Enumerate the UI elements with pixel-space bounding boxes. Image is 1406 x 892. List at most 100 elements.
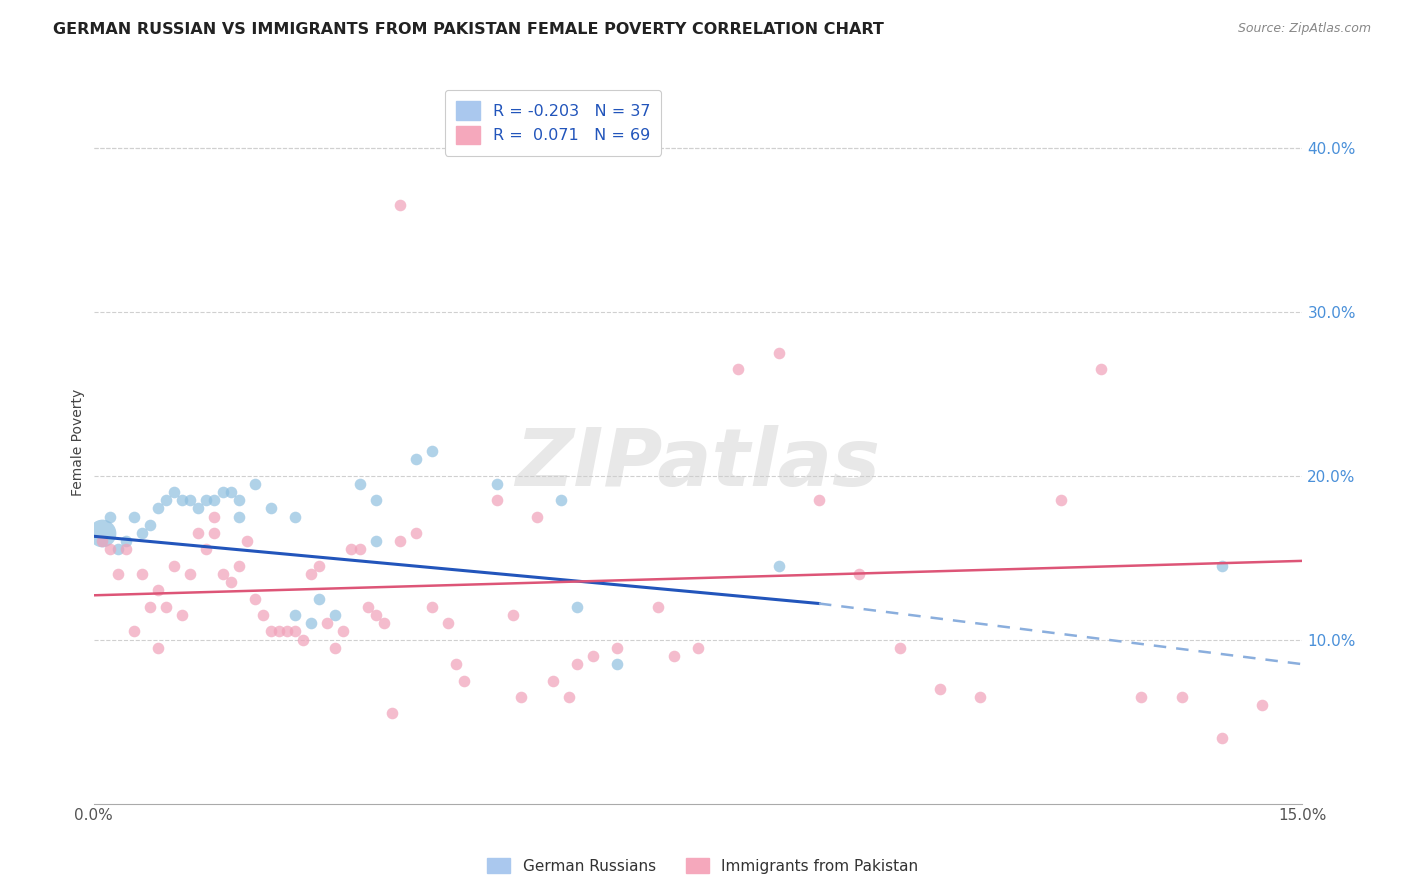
Point: [565, 657, 588, 672]
Point: [1049, 493, 1071, 508]
Point: [485, 476, 508, 491]
Point: [364, 534, 387, 549]
Point: [349, 542, 371, 557]
Point: [606, 640, 628, 655]
Point: [243, 591, 266, 606]
Point: [606, 657, 628, 672]
Point: [332, 624, 354, 639]
Point: [388, 198, 411, 212]
Point: [662, 648, 685, 663]
Point: [308, 558, 330, 573]
Point: [848, 566, 870, 581]
Point: [211, 566, 233, 581]
Point: [107, 566, 129, 581]
Point: [187, 501, 209, 516]
Point: [768, 345, 790, 359]
Point: [90, 534, 112, 549]
Point: [1090, 362, 1112, 376]
Point: [204, 526, 226, 541]
Point: [526, 509, 548, 524]
Point: [299, 566, 322, 581]
Point: [163, 558, 186, 573]
Point: [211, 485, 233, 500]
Point: [122, 624, 145, 639]
Point: [550, 493, 572, 508]
Point: [364, 493, 387, 508]
Point: [172, 493, 194, 508]
Point: [349, 476, 371, 491]
Point: [405, 526, 427, 541]
Point: [502, 607, 524, 622]
Point: [114, 542, 136, 557]
Point: [228, 493, 250, 508]
Point: [172, 607, 194, 622]
Point: [195, 542, 218, 557]
Point: [325, 640, 347, 655]
Point: [364, 607, 387, 622]
Point: [356, 599, 378, 614]
Point: [284, 509, 307, 524]
Point: [509, 690, 531, 704]
Point: [195, 493, 218, 508]
Point: [131, 566, 153, 581]
Point: [155, 493, 177, 508]
Point: [373, 616, 395, 631]
Point: [98, 542, 121, 557]
Point: [114, 534, 136, 549]
Legend: German Russians, Immigrants from Pakistan: German Russians, Immigrants from Pakista…: [481, 852, 925, 880]
Point: [308, 591, 330, 606]
Point: [647, 599, 669, 614]
Point: [292, 632, 315, 647]
Point: [139, 599, 162, 614]
Point: [260, 624, 283, 639]
Point: [276, 624, 298, 639]
Point: [107, 542, 129, 557]
Point: [252, 607, 274, 622]
Point: [260, 501, 283, 516]
Point: [325, 607, 347, 622]
Point: [187, 526, 209, 541]
Point: [228, 509, 250, 524]
Point: [437, 616, 460, 631]
Point: [219, 575, 242, 590]
Point: [928, 681, 950, 696]
Point: [686, 640, 709, 655]
Point: [284, 624, 307, 639]
Point: [420, 444, 443, 458]
Point: [807, 493, 830, 508]
Text: Source: ZipAtlas.com: Source: ZipAtlas.com: [1237, 22, 1371, 36]
Legend: R = -0.203   N = 37, R =  0.071   N = 69: R = -0.203 N = 37, R = 0.071 N = 69: [444, 90, 661, 155]
Point: [299, 616, 322, 631]
Point: [1211, 558, 1233, 573]
Point: [420, 599, 443, 614]
Point: [1211, 731, 1233, 745]
Point: [179, 493, 201, 508]
Point: [405, 452, 427, 467]
Point: [155, 599, 177, 614]
Point: [284, 607, 307, 622]
Point: [267, 624, 290, 639]
Point: [1251, 698, 1274, 713]
Point: [727, 362, 749, 376]
Point: [228, 558, 250, 573]
Point: [131, 526, 153, 541]
Point: [541, 673, 564, 688]
Point: [565, 599, 588, 614]
Point: [485, 493, 508, 508]
Point: [146, 501, 169, 516]
Point: [139, 517, 162, 532]
Point: [969, 690, 991, 704]
Point: [582, 648, 605, 663]
Point: [219, 485, 242, 500]
Point: [889, 640, 911, 655]
Point: [340, 542, 363, 557]
Point: [388, 534, 411, 549]
Point: [122, 509, 145, 524]
Point: [146, 640, 169, 655]
Text: GERMAN RUSSIAN VS IMMIGRANTS FROM PAKISTAN FEMALE POVERTY CORRELATION CHART: GERMAN RUSSIAN VS IMMIGRANTS FROM PAKIST…: [53, 22, 884, 37]
Point: [768, 558, 790, 573]
Point: [179, 566, 201, 581]
Point: [1130, 690, 1153, 704]
Point: [204, 493, 226, 508]
Point: [558, 690, 581, 704]
